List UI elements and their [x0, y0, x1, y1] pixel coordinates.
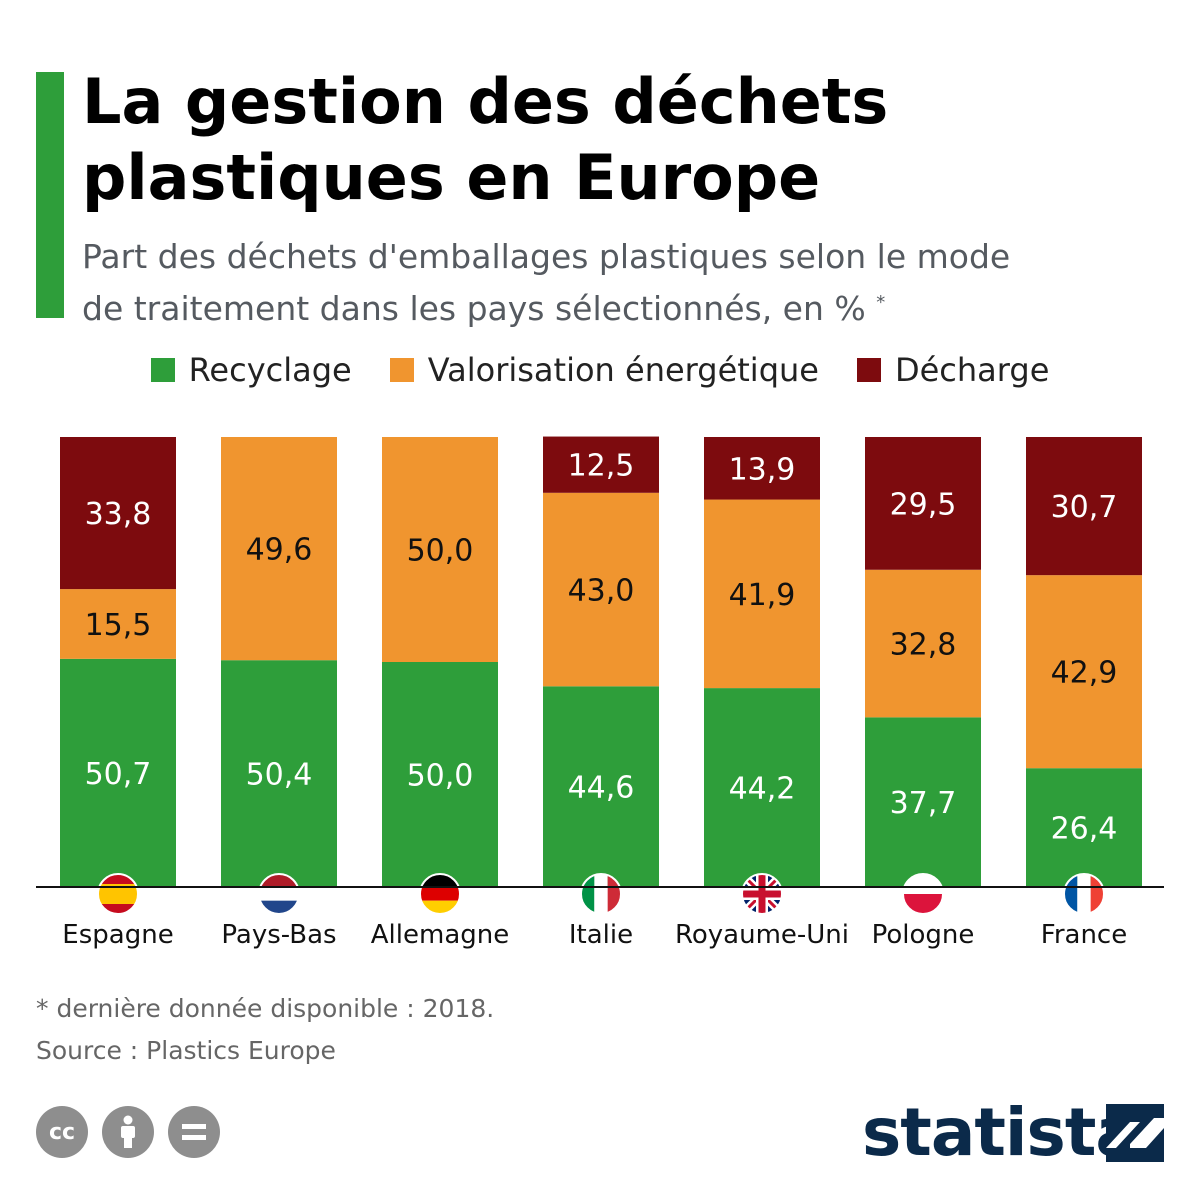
- data-label: 26,4: [1051, 812, 1118, 847]
- uk-flag-icon: [741, 873, 783, 915]
- france-flag-icon: [1063, 873, 1105, 915]
- page-title: La gestion des déchets plastiques en Eur…: [82, 64, 1162, 216]
- data-label: 50,4: [246, 758, 313, 793]
- poland-flag-icon: [902, 873, 944, 915]
- legend-item-decharge: Décharge: [856, 351, 1050, 389]
- no-derivatives-icon[interactable]: [168, 1106, 220, 1158]
- category-label: Pays-Bas: [221, 920, 336, 950]
- title-line-1: La gestion des déchets: [82, 65, 889, 138]
- statista-logo-text[interactable]: statista: [862, 1094, 1140, 1171]
- attribution-icon[interactable]: [102, 1106, 154, 1158]
- category-label: Espagne: [62, 920, 173, 950]
- bar-segment: [1026, 575, 1142, 769]
- subtitle-asterisk: *: [876, 292, 886, 313]
- subtitle-line-1: Part des déchets d'emballages plastiques…: [82, 237, 1011, 276]
- footnote: * dernière donnée disponible : 2018. Sou…: [36, 988, 494, 1072]
- legend-swatch-decharge: [856, 358, 881, 382]
- data-label: 32,8: [890, 628, 957, 663]
- italy-flag-icon: [580, 873, 622, 915]
- bar-segment: [704, 437, 820, 500]
- data-label: 30,7: [1051, 490, 1118, 525]
- germany-flag-icon: [419, 873, 461, 915]
- data-label: 50,7: [85, 757, 152, 792]
- data-label: 43,0: [568, 574, 635, 609]
- subtitle-line-2: de traitement dans les pays sélectionnés…: [82, 289, 866, 328]
- legend: Recyclage Valorisation énergétique Décha…: [0, 346, 1200, 394]
- data-label: 13,9: [729, 452, 796, 487]
- data-label: 29,5: [890, 487, 957, 522]
- bar-segment: [543, 492, 659, 687]
- data-label: 37,7: [890, 786, 957, 821]
- data-label: 12,5: [568, 449, 635, 484]
- data-label: 15,5: [85, 608, 152, 643]
- bar-segment: [1026, 768, 1142, 887]
- bar-segment: [382, 662, 498, 887]
- bar-segment: [60, 658, 176, 887]
- spain-flag-icon: [97, 873, 139, 915]
- legend-label-recyclage: Recyclage: [188, 351, 352, 389]
- bar-segment: [865, 569, 981, 718]
- bar-segment: [60, 589, 176, 659]
- data-label: 33,8: [85, 497, 152, 532]
- subtitle: Part des déchets d'emballages plastiques…: [82, 234, 1172, 332]
- legend-label-valorisation: Valorisation énergétique: [427, 351, 819, 389]
- bar-segment: [865, 437, 981, 570]
- legend-item-recyclage: Recyclage: [150, 351, 352, 389]
- footnote-note: * dernière donnée disponible : 2018.: [36, 994, 495, 1023]
- statista-logo-icon: [1106, 1104, 1164, 1162]
- data-label: 44,2: [729, 772, 796, 807]
- title-line-2: plastiques en Europe: [82, 141, 821, 214]
- data-label: 44,6: [568, 771, 635, 806]
- category-label: Italie: [569, 920, 633, 950]
- category-label: Royaume-Uni: [675, 920, 849, 950]
- bar-segment: [1026, 437, 1142, 576]
- legend-item-valorisation: Valorisation énergétique: [389, 351, 819, 389]
- license-icons: cc: [36, 1106, 220, 1158]
- data-label: 49,6: [246, 533, 313, 568]
- category-label: France: [1041, 920, 1127, 950]
- cc-label: cc: [48, 1119, 76, 1145]
- category-label: Allemagne: [371, 920, 509, 950]
- legend-label-decharge: Décharge: [894, 351, 1050, 389]
- bar-segment: [60, 437, 176, 590]
- legend-swatch-valorisation: [389, 358, 414, 382]
- netherlands-flag-icon: [258, 873, 300, 915]
- bar-segment: [543, 436, 659, 493]
- bar-segment: [543, 686, 659, 887]
- footnote-source: Source : Plastics Europe: [36, 1036, 336, 1065]
- data-label: 50,0: [407, 759, 474, 794]
- bar-segment: [865, 717, 981, 887]
- bar-segment: [704, 688, 820, 887]
- bar-segment: [221, 660, 337, 887]
- data-label: 42,9: [1051, 656, 1118, 691]
- category-label: Pologne: [872, 920, 975, 950]
- bar-segment: [382, 437, 498, 662]
- cc-icon[interactable]: cc: [36, 1106, 88, 1158]
- accent-bar: [36, 72, 64, 318]
- data-label: 41,9: [729, 578, 796, 613]
- legend-swatch-recyclage: [150, 358, 175, 382]
- bar-segment: [704, 499, 820, 689]
- bar-segment: [221, 437, 337, 661]
- data-label: 50,0: [407, 534, 474, 569]
